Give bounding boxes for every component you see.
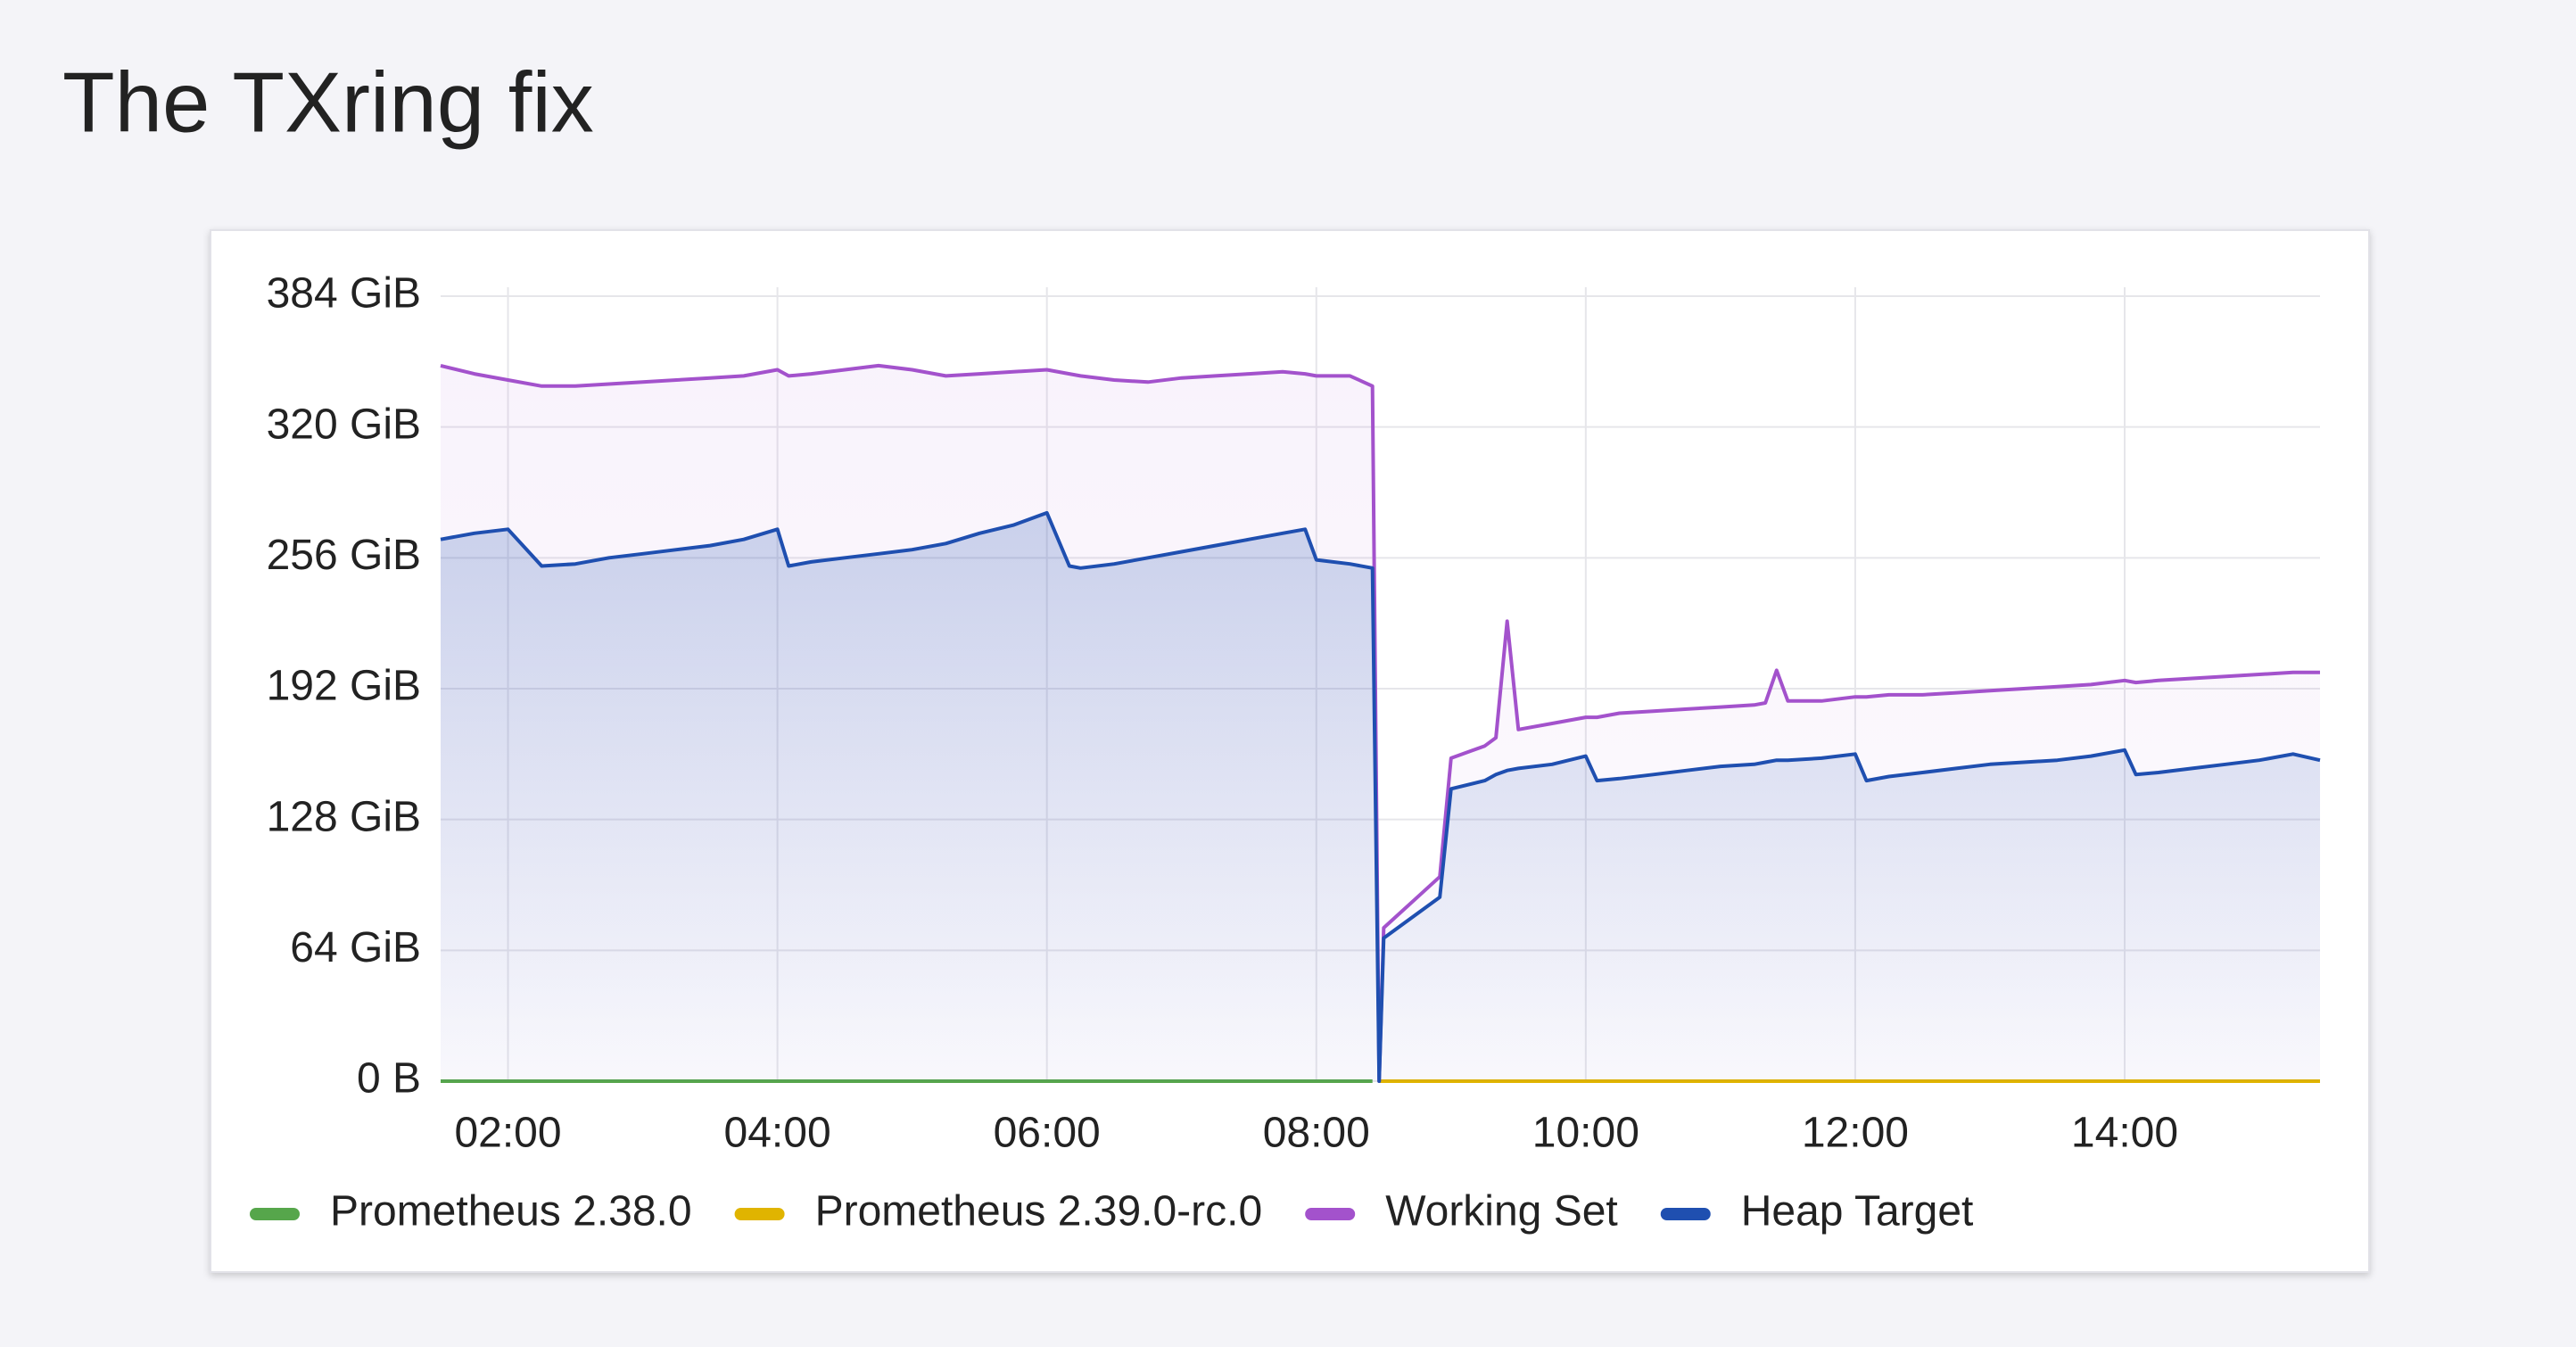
slide-title: The TXring fix: [62, 54, 594, 150]
y-tick-label: 384 GiB: [267, 270, 421, 318]
legend-swatch: [1660, 1208, 1711, 1220]
y-tick-label: 128 GiB: [267, 793, 421, 840]
legend-label[interactable]: Heap Target: [1741, 1188, 1974, 1235]
y-tick-label: 192 GiB: [267, 663, 421, 710]
x-tick-label: 14:00: [2071, 1110, 2178, 1157]
legend-label[interactable]: Prometheus 2.39.0-rc.0: [815, 1188, 1263, 1235]
x-tick-label: 02:00: [454, 1110, 561, 1157]
x-tick-label: 04:00: [724, 1110, 831, 1157]
legend-label[interactable]: Prometheus 2.38.0: [330, 1188, 692, 1235]
x-tick-label: 10:00: [1532, 1110, 1639, 1157]
legend-swatch: [250, 1208, 300, 1220]
series-line: [440, 510, 2321, 1083]
legend-label[interactable]: Working Set: [1385, 1188, 1618, 1235]
legend-swatch: [734, 1208, 785, 1220]
x-tick-label: 12:00: [1802, 1110, 1909, 1157]
y-tick-label: 320 GiB: [267, 401, 421, 448]
legend-swatch: [1305, 1208, 1356, 1220]
y-tick-label: 64 GiB: [290, 924, 421, 971]
x-tick-label: 06:00: [994, 1110, 1101, 1157]
x-tick-label: 08:00: [1263, 1110, 1370, 1157]
series-area: [441, 512, 2320, 1081]
y-tick-label: 0 B: [357, 1055, 421, 1103]
y-tick-label: 256 GiB: [267, 532, 421, 579]
series-line: [440, 363, 2320, 1083]
